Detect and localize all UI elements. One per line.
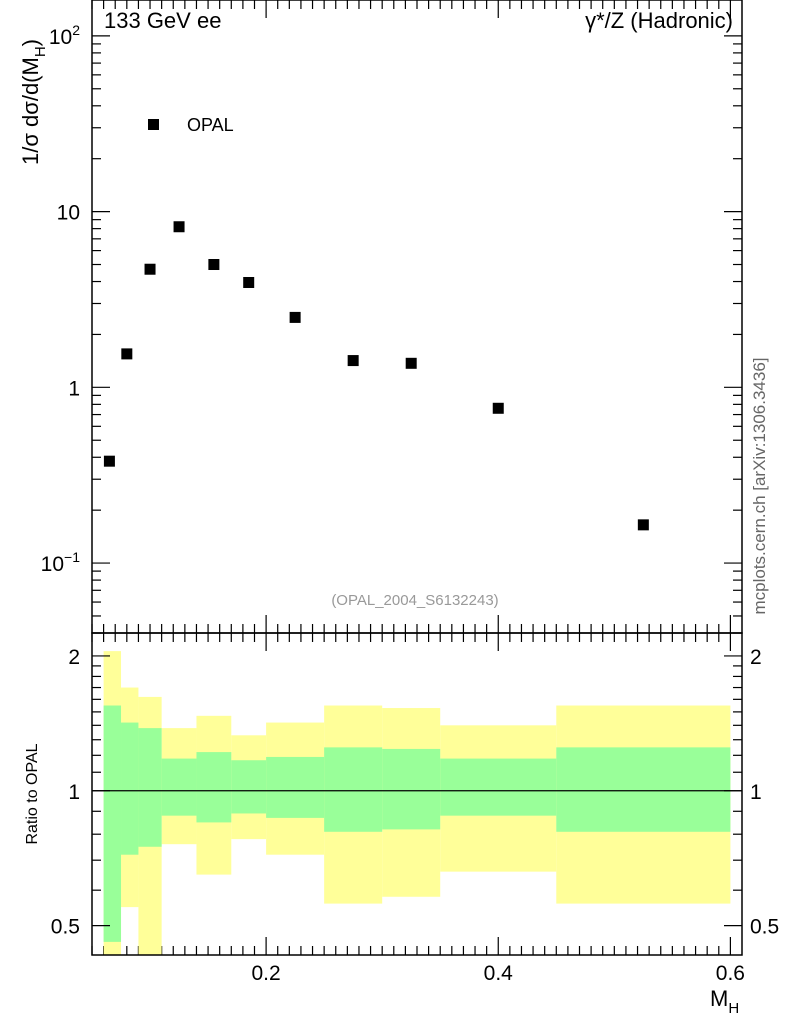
inner-uncertainty-band — [440, 758, 557, 816]
data-point — [637, 519, 649, 531]
inner-uncertainty-band — [231, 760, 267, 814]
ratio-tick-label-left: 1 — [68, 781, 80, 804]
y-tick-label: 10−1 — [41, 549, 81, 576]
inner-uncertainty-band — [266, 756, 325, 818]
xlabel-main: M — [710, 986, 728, 1011]
inner-uncertainty-band — [382, 748, 441, 830]
ylabel-main: 1/σ dσ/d(M — [18, 57, 43, 165]
x-tick-label: 0.4 — [484, 962, 514, 985]
svg-text:MH: MH — [710, 986, 739, 1017]
ylabel-close: ) — [18, 39, 43, 46]
data-point — [243, 276, 255, 288]
bottom-panel-frame — [91, 632, 743, 956]
data-point — [173, 221, 185, 233]
ratio-tick-label-left: 2 — [68, 646, 80, 669]
x-tick-label: 0.6 — [716, 962, 745, 985]
y-tick-label: 10 — [57, 202, 80, 225]
ylabel-subscript: H — [32, 46, 49, 57]
x-tick-label: 0.2 — [252, 962, 281, 985]
inner-uncertainty-band — [556, 747, 731, 832]
inner-uncertainty-band — [161, 758, 197, 816]
legend: OPAL — [148, 115, 234, 135]
xlabel: MH — [710, 986, 739, 1017]
legend-marker-opal — [148, 119, 159, 130]
y-tick-label: 102 — [49, 22, 80, 49]
ratio-tick-label-right: 1 — [750, 781, 762, 804]
data-point — [121, 348, 133, 360]
data-point — [144, 263, 156, 275]
legend-label-opal: OPAL — [187, 115, 234, 135]
data-point — [492, 402, 504, 414]
top-panel-frame — [91, 0, 743, 634]
bottom-panel: 0.5 0.5 1 1 2 2 Ratio to OPAL — [24, 632, 779, 956]
ratio-tick-label-right: 0.5 — [750, 916, 779, 939]
data-markers — [103, 221, 649, 531]
ratio-tick-label-right: 2 — [750, 646, 762, 669]
y-tick-label: 1 — [68, 377, 80, 400]
inner-uncertainty-band — [121, 722, 139, 855]
inner-uncertainty-band — [324, 747, 383, 832]
ratio-ylabel: Ratio to OPAL — [24, 743, 41, 844]
xlabel-subscript: H — [728, 1000, 739, 1017]
ratio-bands — [103, 651, 731, 955]
side-source-label: mcplots.cern.ch [arXiv:1306.3436] — [750, 357, 769, 614]
data-point — [103, 455, 115, 467]
data-point — [289, 311, 301, 323]
data-point — [405, 357, 417, 369]
top-panel: 10−1 1 10 102 0.2 0.4 0.6 OPAL (OPAL_2004_S613… — [18, 0, 745, 985]
header-process-label: γ*/Z (Hadronic) — [585, 8, 733, 33]
top-panel-ylabel: 1/σ dσ/d(MH) — [18, 39, 49, 165]
inner-uncertainty-band — [138, 728, 162, 847]
svg-text:1/σ dσ/d(MH): 1/σ dσ/d(MH) — [18, 39, 49, 165]
inner-uncertainty-band — [103, 705, 122, 942]
inner-uncertainty-band — [196, 752, 232, 823]
header-energy-label: 133 GeV ee — [104, 8, 221, 33]
bottom-panel-ticks: 0.5 0.5 1 1 2 2 — [51, 646, 779, 939]
ratio-tick-label-left: 0.5 — [51, 916, 80, 939]
data-point — [347, 355, 359, 367]
analysis-watermark: (OPAL_2004_S6132243) — [331, 592, 498, 609]
data-point — [208, 259, 220, 271]
top-panel-ticks: 10−1 1 10 102 0.2 0.4 0.6 — [41, 0, 745, 985]
